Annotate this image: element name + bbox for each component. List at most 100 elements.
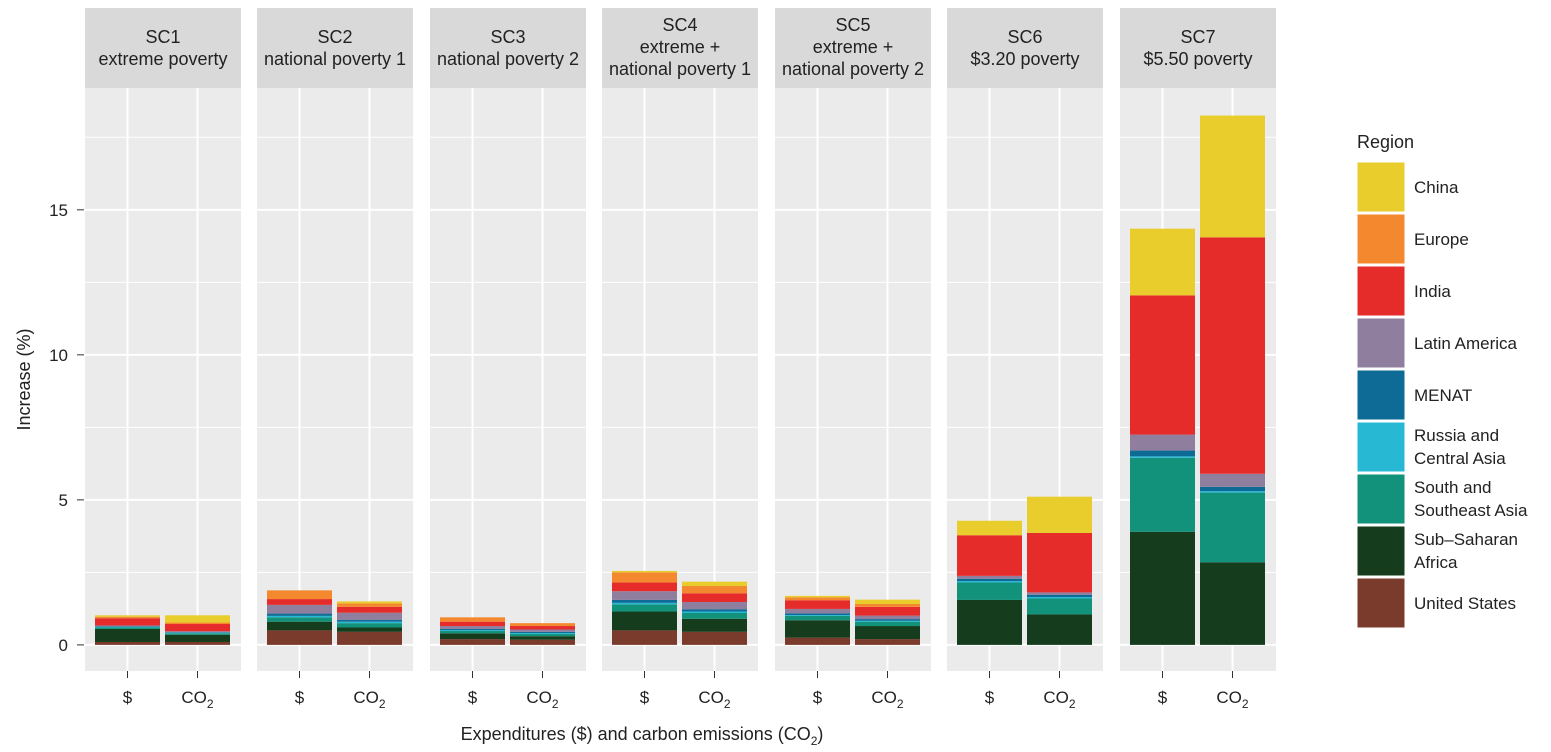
bar-segment: [1130, 531, 1195, 645]
bar-segment: [440, 630, 505, 631]
stacked-bar: [855, 599, 920, 645]
bar-segment: [337, 631, 402, 645]
bar-segment: [1200, 486, 1265, 492]
x-tick-label: CO2: [353, 688, 386, 711]
bar-segment: [1200, 491, 1265, 493]
facet-strip: [947, 8, 1103, 88]
facet-title: SC7: [1180, 27, 1215, 47]
legend-label: Central Asia: [1414, 449, 1506, 468]
bar-segment: [1027, 598, 1092, 615]
legend-key: [1356, 473, 1406, 525]
legend-label: India: [1414, 282, 1451, 301]
facet-strip: [430, 8, 586, 88]
bar-segment: [267, 590, 332, 600]
x-tick-label: CO2: [1216, 688, 1249, 711]
bar-segment: [510, 629, 575, 632]
facet-title: extreme +: [813, 37, 894, 57]
bar-segment: [1027, 592, 1092, 595]
legend-item: Russia and Central Asia: [1356, 421, 1506, 473]
legend-label: Africa: [1414, 553, 1458, 572]
bar-segment: [440, 639, 505, 645]
legend-label: Sub–Saharan: [1414, 530, 1518, 549]
bar-segment: [337, 601, 402, 604]
panel-grid: [85, 88, 241, 671]
bar-segment: [1200, 562, 1265, 645]
panel-background: [85, 88, 241, 671]
x-tick-label: $: [640, 688, 650, 707]
y-tick-label: 5: [59, 491, 68, 510]
bar-segment: [165, 632, 230, 634]
legend-key: [1356, 213, 1406, 265]
facet-title: SC6: [1007, 27, 1042, 47]
bar-segment: [440, 628, 505, 631]
bar-segment: [682, 586, 747, 594]
bar-segment: [267, 599, 332, 605]
bar-segment: [95, 641, 160, 645]
bar-segment: [510, 636, 575, 640]
legend-item: Sub–Saharan Africa: [1356, 525, 1518, 577]
bar-segment: [855, 606, 920, 616]
bar-segment: [785, 613, 850, 616]
bar-segment: [785, 615, 850, 616]
stacked-bar: [957, 520, 1022, 645]
bar-segment: [682, 601, 747, 610]
y-axis: 0 5 10 15: [49, 201, 84, 655]
legend-key: [1356, 161, 1406, 213]
bar-segment: [165, 641, 230, 645]
bar-segment: [855, 639, 920, 645]
stacked-bar: [1130, 228, 1195, 645]
facet-title: national poverty 1: [609, 59, 751, 79]
bar-segment: [1027, 594, 1092, 598]
panel-grid: [257, 88, 413, 671]
bar-segment: [1027, 532, 1092, 593]
stacked-bar: [440, 617, 505, 645]
bar-segment: [267, 615, 332, 618]
x-tick-label: CO2: [698, 688, 731, 711]
bar-segment: [1130, 457, 1195, 532]
bar-segment: [785, 620, 850, 638]
bar-segment: [612, 611, 677, 631]
facet-title: SC5: [835, 15, 870, 35]
bar-segment: [957, 575, 1022, 579]
bar-segment: [165, 633, 230, 635]
facet-strip: [1120, 8, 1276, 88]
bar-segment: [785, 600, 850, 609]
facet-title: SC1: [145, 27, 180, 47]
facet-title: $5.50 poverty: [1143, 49, 1252, 69]
bar-segment: [1027, 614, 1092, 645]
bar-segment: [957, 599, 1022, 645]
x-tick-label: $: [813, 688, 823, 707]
legend-item: China: [1356, 161, 1459, 213]
y-tick-label: 0: [59, 636, 68, 655]
stacked-bar: [165, 615, 230, 645]
bar-segment: [95, 626, 160, 627]
bar-segment: [855, 619, 920, 621]
bar-segment: [337, 612, 402, 620]
bar-segment: [510, 633, 575, 637]
bar-segment: [855, 621, 920, 627]
bar-segment: [95, 626, 160, 628]
legend-label: China: [1414, 178, 1459, 197]
facet-title: extreme +: [640, 37, 721, 57]
bar-segment: [682, 609, 747, 612]
facet-title: national poverty 1: [264, 49, 406, 69]
x-tick-label: $: [295, 688, 305, 707]
bar-segment: [785, 608, 850, 614]
bar-segment: [682, 631, 747, 645]
stacked-bar: [95, 615, 160, 645]
x-tick-label: $: [1158, 688, 1168, 707]
bar-segment: [855, 599, 920, 604]
bar-segment: [1027, 597, 1092, 599]
bar-segment: [1130, 434, 1195, 451]
bar-segment: [440, 630, 505, 634]
stacked-bar: [1200, 115, 1265, 645]
bar-segment: [682, 611, 747, 613]
bar-segment: [165, 624, 230, 632]
legend-title: Region: [1357, 132, 1414, 152]
bar-segment: [1200, 115, 1265, 238]
bar-segment: [165, 615, 230, 623]
